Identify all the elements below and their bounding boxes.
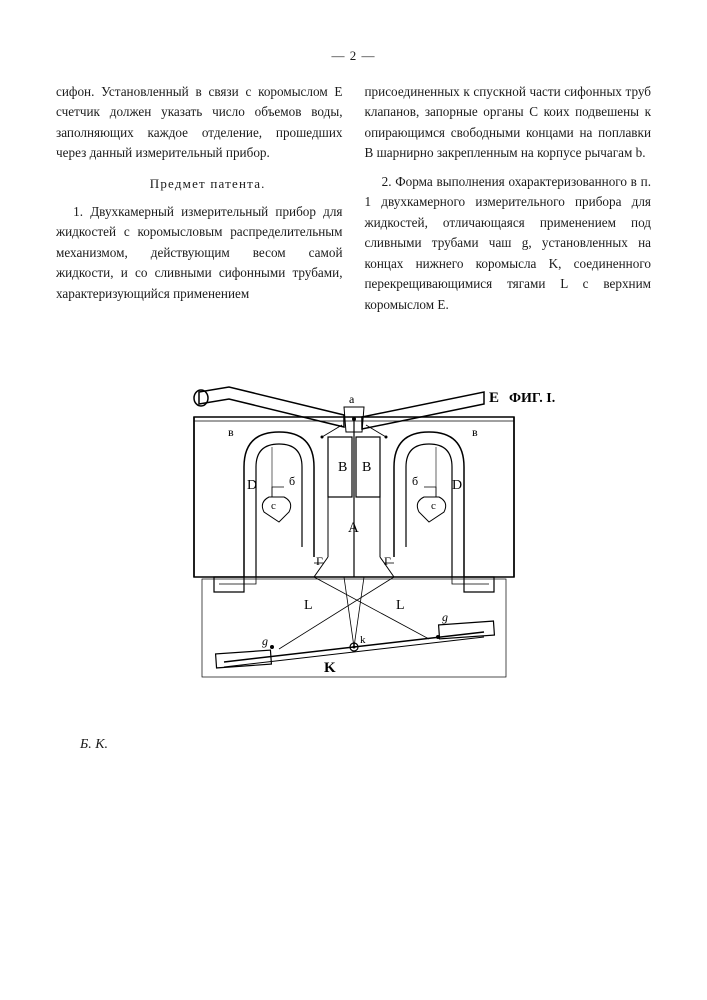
label-b-right1: в bbox=[472, 425, 478, 439]
right-column: присоединенных к спускной части сифонных… bbox=[365, 82, 652, 323]
label-D-right: D bbox=[452, 478, 462, 493]
label-fig: ФИГ. I. bbox=[509, 391, 555, 406]
label-L-right: L bbox=[396, 598, 405, 613]
label-K: K bbox=[324, 660, 336, 676]
footer-mark: Б. К. bbox=[80, 737, 651, 753]
intro-paragraph: сифон. Установленный в связи с коромысло… bbox=[56, 82, 343, 164]
label-k: k bbox=[360, 634, 366, 646]
figure-container: a E ФИГ. I. в в б б D D B B A c c Г Г L … bbox=[56, 347, 651, 717]
claim-1-left: 1. Двухкамерный измерительный прибор для… bbox=[56, 202, 343, 304]
siphon-right-outer bbox=[394, 432, 464, 577]
inlet-rocker-group bbox=[194, 387, 484, 439]
label-g-right: g bbox=[442, 610, 448, 624]
label-a: a bbox=[349, 392, 355, 406]
page-container: — 2 — сифон. Установленный в связи с кор… bbox=[0, 0, 707, 793]
valve-left bbox=[262, 497, 290, 522]
siphon-left-outer bbox=[244, 432, 314, 577]
label-G-right: Г bbox=[384, 554, 391, 568]
label-g-left: g bbox=[262, 634, 268, 648]
label-A: A bbox=[348, 520, 359, 536]
left-column: сифон. Установленный в связи с коромысло… bbox=[56, 82, 343, 323]
label-B-right: B bbox=[362, 460, 371, 475]
claim-2: 2. Форма выполнения охарактеризованного … bbox=[365, 172, 652, 315]
label-b-left1: в bbox=[228, 425, 234, 439]
label-c-right: c bbox=[431, 500, 436, 512]
label-G-left: Г bbox=[316, 554, 323, 568]
label-L-left: L bbox=[304, 598, 313, 613]
patent-figure: a E ФИГ. I. в в б б D D B B A c c Г Г L … bbox=[144, 347, 564, 717]
text-columns: сифон. Установленный в связи с коромысло… bbox=[56, 82, 651, 323]
subject-heading: Предмет патента. bbox=[56, 174, 343, 194]
label-B-left: B bbox=[338, 460, 347, 475]
claim-1-right: присоединенных к спускной части сифонных… bbox=[365, 82, 652, 164]
label-E: E bbox=[489, 390, 499, 406]
lower-rocker-group bbox=[202, 577, 506, 677]
label-c-left: c bbox=[271, 500, 276, 512]
label-b-right2: б bbox=[412, 474, 418, 488]
label-D-left: D bbox=[247, 478, 257, 493]
label-b-left2: б bbox=[289, 474, 295, 488]
page-number: — 2 — bbox=[56, 48, 651, 64]
